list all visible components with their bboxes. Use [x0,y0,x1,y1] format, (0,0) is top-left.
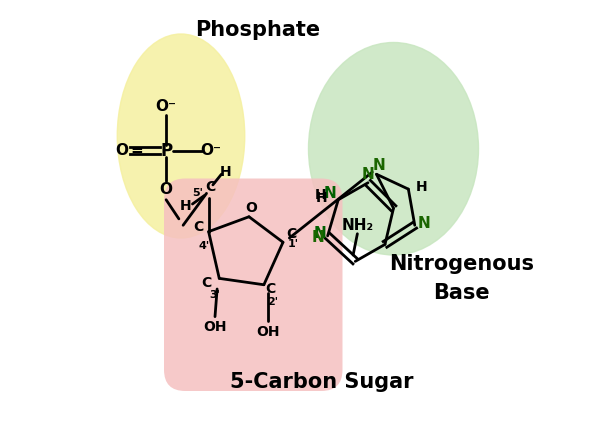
Text: C: C [193,221,203,234]
Text: 4': 4' [199,241,210,252]
Text: C: C [286,227,296,241]
Text: N: N [312,230,325,246]
Ellipse shape [308,42,479,255]
Text: O⁻: O⁻ [155,99,176,114]
Text: N: N [362,167,374,182]
Text: H: H [316,191,327,204]
Text: OH: OH [256,325,280,338]
Text: C: C [265,282,275,296]
Text: O⁻: O⁻ [200,143,221,159]
Text: O: O [160,181,173,197]
FancyBboxPatch shape [164,178,343,391]
Text: 2': 2' [267,297,278,307]
Text: 3': 3' [209,290,220,300]
Text: H: H [415,180,427,194]
Text: =: = [130,143,143,159]
Text: N: N [372,158,385,173]
Text: Base: Base [433,283,490,303]
Text: OH: OH [203,320,227,334]
Text: O: O [245,201,257,215]
Text: 5': 5' [193,188,203,198]
Text: 5-Carbon Sugar: 5-Carbon Sugar [229,372,413,393]
Text: P: P [160,142,172,160]
Text: NH₂: NH₂ [341,218,373,233]
Text: Phosphate: Phosphate [195,20,320,40]
Text: 1': 1' [288,239,299,249]
Text: N: N [418,215,430,231]
Text: H: H [179,199,191,213]
Ellipse shape [117,34,245,238]
Text: H: H [220,165,232,179]
Text: Nitrogenous: Nitrogenous [389,253,534,274]
Text: N: N [314,226,326,241]
Text: C: C [202,276,212,289]
Text: N: N [323,186,336,201]
Text: C: C [206,180,216,194]
Text: O: O [115,143,128,159]
Text: H: H [314,188,326,201]
